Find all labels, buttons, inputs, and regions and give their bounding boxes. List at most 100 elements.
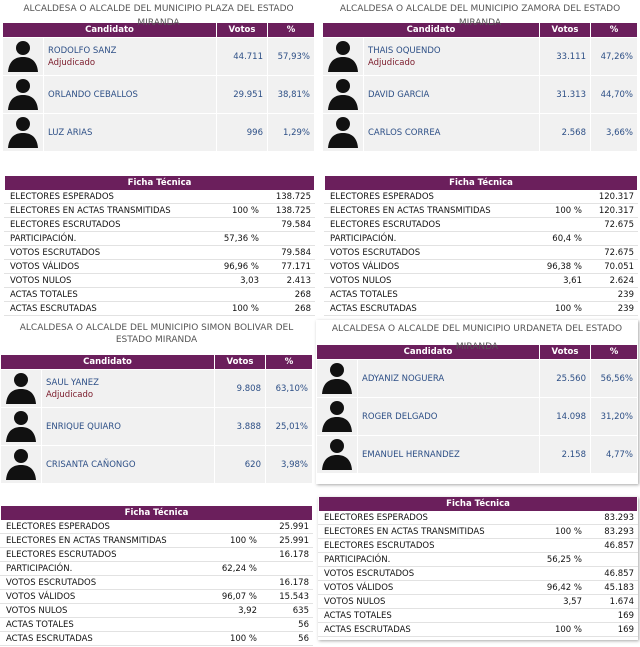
table-row: LUZ ARIAS 996 1,29%	[3, 114, 314, 151]
ficha-pct	[193, 288, 263, 301]
ficha-row: ELECTORES ESPERADOS 25.991	[0, 520, 313, 534]
ficha-pct	[516, 539, 586, 552]
ficha-row: ELECTORES ESCRUTADOS 46.857	[318, 539, 638, 553]
ficha-value: 79.584	[281, 220, 311, 230]
candidate-votes: 9.808	[215, 370, 265, 407]
candidate-name: ROGER DELGADO	[362, 411, 438, 422]
panel-title: ALCALDESA O ALCALDE DEL MUNICIPIO URDANE…	[316, 320, 638, 352]
ficha-row: VOTOS VÁLIDOS 96,96 % 77.171	[4, 260, 315, 274]
ficha-label: VOTOS NULOS	[6, 606, 68, 616]
ficha-value: 138.725	[275, 206, 311, 216]
ficha-title: Ficha Técnica	[5, 176, 314, 190]
ficha-pct: 100 %	[554, 304, 582, 314]
panel-zamora: ALCALDESA O ALCALDE DEL MUNICIPIO ZAMORA…	[322, 2, 638, 152]
ficha-row: ACTAS TOTALES 169	[318, 609, 638, 623]
table-row: ORLANDO CEBALLOS 29.951 38,81%	[3, 76, 314, 113]
person-silhouette-icon	[328, 117, 358, 148]
table-row: ENRIQUE QUIARO 3.888 25,01%	[1, 408, 312, 445]
ficha-label: VOTOS ESCRUTADOS	[6, 578, 97, 588]
candidate-votes: 29.951	[217, 76, 267, 113]
panel-title: ALCALDESA O ALCALDE DEL MUNICIPIO PLAZA …	[2, 2, 315, 28]
ficha-value: 77.171	[281, 262, 311, 272]
ficha-pct: 3,61	[563, 276, 582, 286]
ficha-pct: 56,25 %	[546, 555, 582, 565]
person-silhouette-icon	[8, 117, 38, 148]
ficha-label: ACTAS ESCRUTADAS	[330, 304, 417, 314]
ficha-value: 16.178	[279, 550, 309, 560]
table-row: ROGER DELGADO 14.098 31,20%	[317, 398, 637, 435]
candidate-votes: 33.111	[540, 38, 590, 75]
ficha-row: VOTOS ESCRUTADOS 79.584	[4, 246, 315, 260]
avatar	[323, 76, 363, 113]
person-silhouette-icon	[322, 363, 352, 394]
ficha-label: ELECTORES EN ACTAS TRANSMITIDAS	[6, 536, 167, 546]
ficha-row: ELECTORES ESCRUTADOS 79.584	[4, 218, 315, 232]
panel-title: ALCALDESA O ALCALDE DEL MUNICIPIO ZAMORA…	[322, 2, 638, 28]
table-row: THAIS OQUENDO Adjudicado 33.111 47,26%	[323, 38, 637, 75]
ficha-pct: 3,92	[238, 606, 257, 616]
candidate-pct: 44,70%	[591, 76, 637, 113]
ficha-value: 72.675	[604, 220, 634, 230]
ficha-tecnica-plaza: Ficha Técnica ELECTORES ESPERADOS 138.725…	[4, 176, 315, 316]
panel-plaza: ALCALDESA O ALCALDE DEL MUNICIPIO PLAZA …	[2, 2, 315, 152]
ficha-row: ACTAS TOTALES 56	[0, 618, 313, 632]
candidate-votes: 44.711	[217, 38, 267, 75]
ficha-label: PARTICIPACIÓN.	[10, 234, 77, 244]
ficha-label: ELECTORES ESCRUTADOS	[10, 220, 121, 230]
ficha-label: ACTAS TOTALES	[10, 290, 78, 300]
table-row: EMANUEL HERNANDEZ 2.158 4,77%	[317, 436, 637, 473]
ficha-value	[263, 232, 315, 245]
ficha-label: VOTOS NULOS	[324, 597, 386, 607]
ficha-value: 169	[617, 625, 634, 635]
panel-simon-bolivar: ALCALDESA O ALCALDE DEL MUNICIPIO SIMON …	[0, 320, 313, 484]
ficha-tecnica-simon-bolivar: Ficha Técnica ELECTORES ESPERADOS 25.991 …	[0, 506, 313, 646]
ficha-row: ACTAS ESCRUTADAS 100 % 268	[4, 302, 315, 316]
ficha-value: 83.293	[604, 513, 634, 523]
ficha-row: VOTOS VÁLIDOS 96,07 % 15.543	[0, 590, 313, 604]
candidate-votes: 14.098	[540, 398, 590, 435]
ficha-row: ELECTORES ESPERADOS 83.293	[318, 511, 638, 525]
ficha-pct: 100 %	[231, 304, 259, 314]
avatar	[1, 446, 41, 483]
ficha-pct: 3,57	[563, 597, 582, 607]
ficha-label: VOTOS VÁLIDOS	[330, 262, 400, 272]
avatar	[1, 408, 41, 445]
ficha-value: 239	[617, 290, 634, 300]
ficha-label: ELECTORES EN ACTAS TRANSMITIDAS	[10, 206, 171, 216]
ficha-value: 1.674	[609, 597, 634, 607]
header-candidato: Candidato	[323, 23, 539, 37]
avatar	[3, 76, 43, 113]
ficha-value: 45.183	[604, 583, 634, 593]
ficha-row: ACTAS TOTALES 239	[324, 288, 638, 302]
candidates-table: Candidato Votos % SAUL YANEZ Adjudicado 9…	[0, 354, 313, 484]
ficha-value: 138.725	[275, 192, 311, 202]
table-row: CRISANTA CAÑONGO 620 3,98%	[1, 446, 312, 483]
ficha-label: ELECTORES ESCRUTADOS	[330, 220, 441, 230]
ficha-pct: 3,03	[240, 276, 259, 286]
ficha-row: ACTAS ESCRUTADAS 100 % 56	[0, 632, 313, 646]
ficha-label: ELECTORES ESCRUTADOS	[6, 550, 117, 560]
panel-urdaneta: ALCALDESA O ALCALDE DEL MUNICIPIO URDANE…	[316, 320, 638, 484]
ficha-label: ELECTORES ESPERADOS	[10, 192, 114, 202]
candidate-pct: 3,98%	[266, 446, 312, 483]
avatar	[317, 398, 357, 435]
candidate-pct: 63,10%	[266, 370, 312, 407]
candidate-votes: 25.560	[540, 360, 590, 397]
ficha-label: ACTAS TOTALES	[6, 620, 74, 630]
ficha-label: PARTICIPACIÓN.	[330, 234, 397, 244]
ficha-row: VOTOS NULOS 3,92 635	[0, 604, 313, 618]
ficha-pct	[193, 190, 263, 203]
ficha-value: 56	[298, 620, 309, 630]
ficha-row: PARTICIPACIÓN. 62,24 %	[0, 562, 313, 576]
ficha-pct: 96,96 %	[223, 262, 259, 272]
candidate-pct: 47,26%	[591, 38, 637, 75]
ficha-row: ELECTORES ESCRUTADOS 16.178	[0, 548, 313, 562]
ficha-pct	[516, 190, 586, 203]
ficha-value: 56	[298, 634, 309, 644]
ficha-value: 83.293	[604, 527, 634, 537]
panel-title: ALCALDESA O ALCALDE DEL MUNICIPIO SIMON …	[0, 320, 313, 354]
candidate-votes: 3.888	[215, 408, 265, 445]
ficha-pct	[191, 576, 261, 589]
ficha-value: 16.178	[279, 578, 309, 588]
ficha-pct: 62,24 %	[221, 564, 257, 574]
